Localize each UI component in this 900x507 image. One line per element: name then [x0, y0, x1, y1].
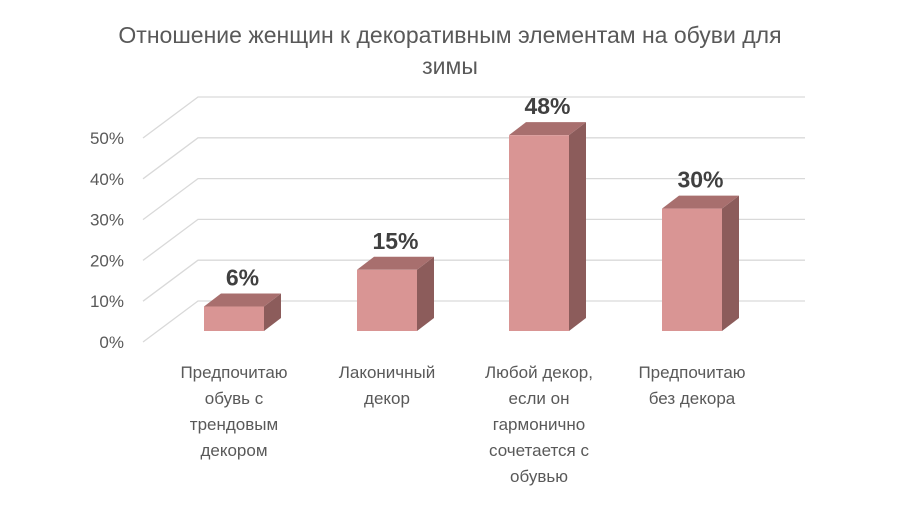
bar-front	[509, 135, 569, 331]
bar	[509, 122, 586, 331]
bar-front	[357, 269, 417, 331]
bar	[662, 195, 739, 331]
gridline	[142, 218, 805, 261]
y-tick-label: 20%	[90, 251, 124, 270]
gridline	[142, 96, 805, 139]
bar-side	[722, 195, 739, 331]
data-label: 30%	[677, 167, 723, 193]
data-labels: 6% 15% 48% 30%	[226, 93, 724, 290]
x-tick-label: Предпочитаю обувь с трендовым декором	[180, 363, 288, 460]
gridline	[142, 177, 805, 221]
bar-top	[662, 195, 739, 209]
chart-title: Отношение женщин к декоративным элемента…	[118, 22, 782, 79]
x-tick-label: Лаконичный декор	[338, 363, 436, 408]
bars	[204, 122, 739, 331]
bar-front	[204, 306, 264, 331]
bar-top	[509, 122, 586, 136]
x-tick-label: Любой декор, если он гармонично сочетает…	[485, 363, 593, 486]
data-label: 48%	[524, 93, 570, 119]
data-label: 15%	[372, 228, 418, 254]
y-tick-label: 30%	[90, 211, 124, 230]
bar-side	[264, 293, 281, 331]
y-tick-label: 0%	[99, 333, 124, 352]
bar	[357, 256, 434, 331]
x-tick-label: Предпочитаю без декора	[638, 363, 746, 408]
y-tick-label: 50%	[90, 129, 124, 148]
data-label: 6%	[226, 265, 259, 291]
gridline	[142, 300, 805, 343]
bar-side	[417, 256, 434, 331]
gridline	[142, 259, 805, 302]
bar-top	[357, 256, 434, 270]
bar-side	[569, 122, 586, 331]
y-tick-label: 40%	[90, 170, 124, 189]
bar-top	[204, 293, 281, 307]
bar-front	[662, 208, 722, 331]
gridline	[142, 137, 805, 180]
bar	[204, 293, 281, 331]
gridlines	[142, 96, 805, 343]
y-axis-ticks: 0% 10% 20% 30% 40% 50%	[90, 129, 124, 352]
y-tick-label: 10%	[90, 292, 124, 311]
